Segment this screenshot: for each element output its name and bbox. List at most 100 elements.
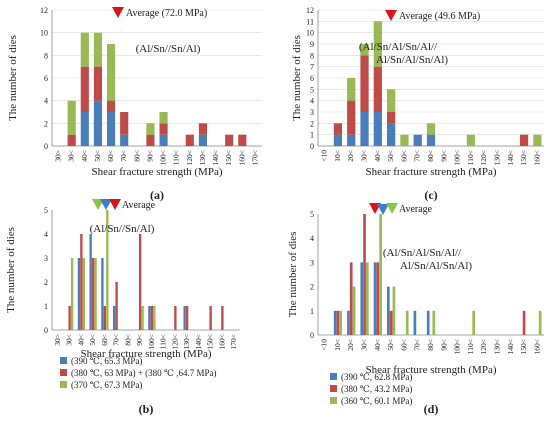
bar-green: [538, 310, 542, 335]
x-tick-label: 160<: [237, 150, 246, 165]
y-tick-label: 2: [44, 278, 48, 287]
bar-green: [405, 310, 409, 335]
legend-swatch-blue: [330, 373, 337, 380]
bar-green: [347, 78, 356, 101]
x-tick-label: 120<: [479, 339, 488, 354]
x-tick-label: 170<: [229, 334, 238, 349]
bar-blue: [198, 134, 208, 146]
y-tick-label: 12: [306, 6, 314, 15]
x-tick-label: 40<: [80, 150, 89, 162]
bar-red: [360, 55, 369, 112]
x-tick-label: 30<: [360, 150, 369, 162]
bar-green: [365, 262, 369, 335]
bar-red: [347, 100, 356, 135]
legend-entry: (390 ℃, 62.8 MPa): [341, 372, 412, 382]
bar-red: [185, 134, 194, 146]
bar-blue: [413, 134, 422, 146]
x-tick-label: 90<: [145, 150, 154, 162]
bar-green: [392, 286, 396, 335]
y-tick-label: 10: [306, 29, 314, 38]
x-tick-label: 140<: [194, 334, 203, 349]
bar-blue: [148, 306, 151, 330]
bar-red: [519, 134, 529, 146]
legend-entry: (380 ℃, 63 MPa) + (380 ℃ ,64.7 MPa): [71, 368, 216, 378]
bar-red: [522, 310, 526, 335]
y-tick-label: 5: [44, 206, 48, 215]
bar-blue: [373, 262, 377, 335]
y-tick-label: 3: [310, 108, 314, 117]
x-tick-label: 160<: [532, 339, 541, 354]
panel-label: (c): [424, 188, 437, 202]
chart-panel-d: 0 1 2 3 4 5 <10 10< 20< 30< 40< 50< 60< 70< 80< 90< 100<…: [287, 203, 544, 416]
bar-blue: [89, 234, 92, 330]
bar-red: [349, 262, 353, 335]
x-tick-label: 70<: [112, 334, 121, 346]
y-tick-label: 4: [310, 234, 314, 243]
y-tick-label: 6: [310, 74, 314, 83]
y-tick-label: 0: [44, 326, 48, 335]
y-tick-label: 2: [310, 119, 314, 128]
y-tick-label: 5: [310, 85, 314, 94]
x-tick-label: 80<: [132, 150, 141, 162]
bar-green: [379, 214, 382, 335]
bar-green: [67, 100, 76, 135]
bar-red: [80, 66, 89, 112]
legend-entry: (370 ℃, 67.3 MPa): [71, 380, 142, 390]
legend-swatch-red: [60, 369, 67, 376]
bar-blue: [183, 306, 186, 330]
x-tick-label: 100<: [147, 334, 156, 349]
x-tick-label: 10<: [333, 150, 342, 162]
bar-red: [106, 100, 116, 112]
bar-blue: [333, 310, 337, 335]
x-axis-label: Shear fracture strength (MPa): [80, 348, 211, 360]
x-tick-label: 130<: [198, 150, 207, 165]
x-tick-label: 20<: [346, 150, 355, 162]
bar-red: [174, 306, 177, 330]
bar-blue: [93, 100, 103, 146]
bar-red: [238, 134, 247, 146]
x-tick-label: 150<: [206, 334, 215, 349]
x-tick-label: 100<: [453, 339, 462, 354]
chart-panel-b: 0 1 2 3 4 5 30> 30< 40< 50< 60< 70< 80< 90< 100< 110< 12…: [5, 199, 240, 416]
bar-blue: [333, 134, 343, 146]
average-marker: [386, 203, 398, 214]
bar-red: [333, 123, 343, 135]
x-tick-label: 160<: [532, 150, 541, 165]
x-tick-label: 60<: [399, 150, 408, 162]
x-tick-label: <10: [320, 339, 329, 351]
bar-blue: [413, 310, 417, 335]
chart-title-line: (Al/Sn/Al/Sn/Al//: [383, 247, 462, 259]
average-marker: [92, 199, 104, 210]
x-tick-label: 30>: [53, 334, 62, 346]
bar-green: [153, 306, 156, 330]
bar-green: [426, 123, 436, 135]
x-tick-label: 30<: [360, 339, 369, 351]
legend-swatch-green: [330, 397, 337, 404]
y-tick-label: 0: [310, 142, 314, 151]
panel-label: (a): [150, 188, 164, 202]
x-tick-label: 130<: [492, 339, 501, 354]
chart-title: (Al/Sn//Sn/Al): [90, 223, 155, 235]
bar-red: [67, 134, 76, 146]
average-marker: [377, 204, 389, 215]
x-tick-label: 30<: [65, 334, 74, 346]
x-axis-label: Shear fracture strength (MPa): [91, 166, 222, 178]
average-label: Average (49.6 MPa): [399, 11, 480, 22]
x-tick-label: 30<: [67, 150, 76, 162]
x-tick-label: 60<: [106, 150, 115, 162]
x-tick-label: 150<: [224, 150, 233, 165]
bar-green: [432, 310, 436, 335]
bar-green: [533, 134, 542, 146]
bar-red: [225, 134, 234, 146]
x-tick-label: 140<: [506, 339, 515, 354]
y-tick-label: 3: [310, 258, 314, 267]
x-tick-label: 80<: [426, 150, 435, 162]
bar-blue: [101, 258, 104, 330]
x-tick-label: 50<: [93, 150, 102, 162]
bar-blue: [120, 134, 129, 146]
average-marker: [112, 7, 124, 18]
bar-green: [400, 134, 409, 146]
bar-red: [209, 306, 212, 330]
bar-red: [376, 262, 380, 335]
